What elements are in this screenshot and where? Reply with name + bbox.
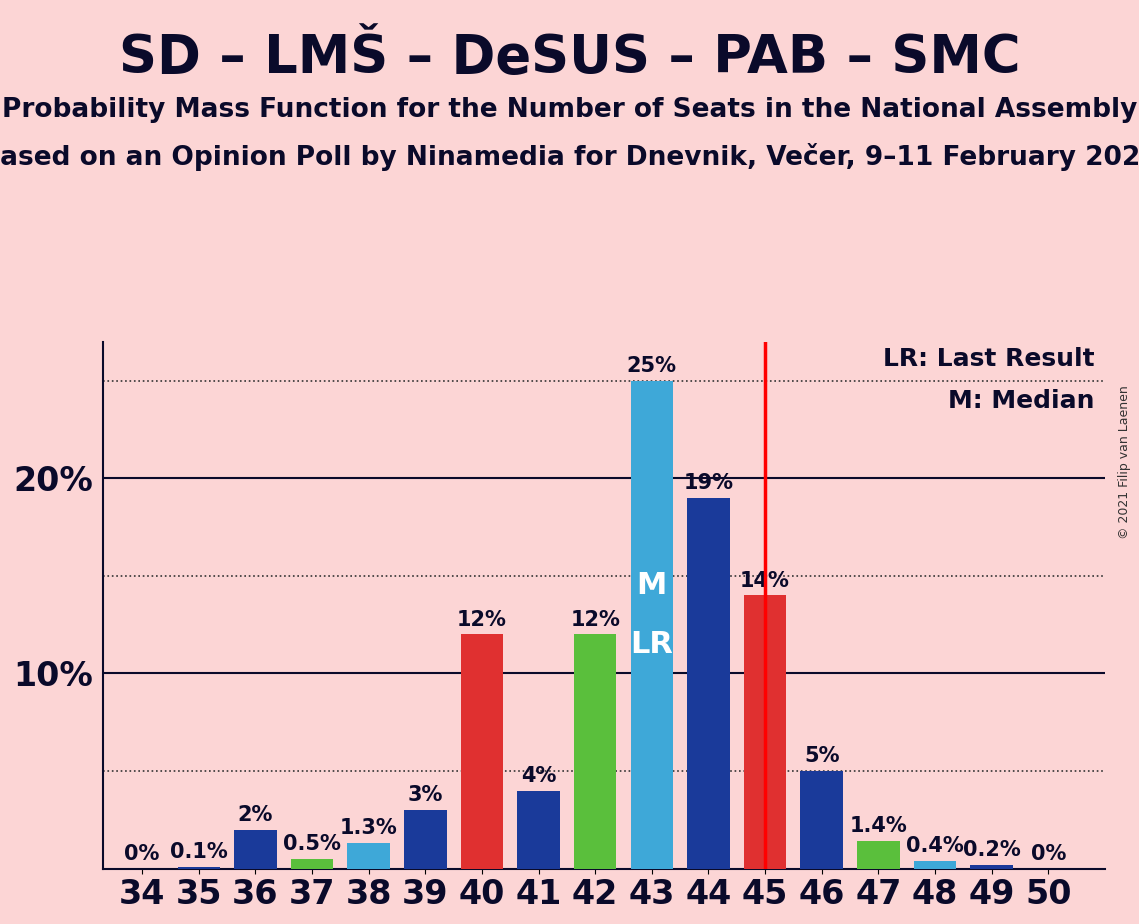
Text: 0.4%: 0.4% xyxy=(906,836,964,856)
Bar xyxy=(347,844,390,869)
Text: 0.5%: 0.5% xyxy=(284,834,341,854)
Text: 0%: 0% xyxy=(124,844,159,864)
Text: 14%: 14% xyxy=(740,571,790,590)
Bar xyxy=(178,867,220,869)
Bar xyxy=(801,771,843,869)
Bar xyxy=(744,595,786,869)
Text: 0%: 0% xyxy=(1031,844,1066,864)
Bar xyxy=(913,861,956,869)
Text: 19%: 19% xyxy=(683,473,734,493)
Text: LR: Last Result: LR: Last Result xyxy=(883,347,1095,371)
Bar xyxy=(687,498,730,869)
Text: 1.3%: 1.3% xyxy=(339,819,398,838)
Bar xyxy=(517,791,559,869)
Text: © 2021 Filip van Laenen: © 2021 Filip van Laenen xyxy=(1118,385,1131,539)
Text: Based on an Opinion Poll by Ninamedia for Dnevnik, Večer, 9–11 February 2021: Based on an Opinion Poll by Ninamedia fo… xyxy=(0,143,1139,171)
Text: 5%: 5% xyxy=(804,747,839,766)
Text: 0.1%: 0.1% xyxy=(170,842,228,862)
Text: 25%: 25% xyxy=(626,356,677,376)
Text: 12%: 12% xyxy=(571,610,620,629)
Bar xyxy=(235,830,277,869)
Text: 4%: 4% xyxy=(521,766,556,785)
Text: 12%: 12% xyxy=(457,610,507,629)
Text: 3%: 3% xyxy=(408,785,443,805)
Text: LR: LR xyxy=(630,630,673,659)
Text: SD – LMŠ – DeSUS – PAB – SMC: SD – LMŠ – DeSUS – PAB – SMC xyxy=(118,32,1021,84)
Bar xyxy=(631,381,673,869)
Bar xyxy=(857,841,900,869)
Text: 2%: 2% xyxy=(238,805,273,825)
Text: M: M xyxy=(637,571,667,601)
Text: 1.4%: 1.4% xyxy=(850,817,907,836)
Bar xyxy=(460,635,503,869)
Text: Probability Mass Function for the Number of Seats in the National Assembly: Probability Mass Function for the Number… xyxy=(2,97,1137,123)
Bar xyxy=(574,635,616,869)
Text: M: Median: M: Median xyxy=(949,389,1095,413)
Text: 0.2%: 0.2% xyxy=(962,840,1021,859)
Bar xyxy=(404,810,446,869)
Bar xyxy=(290,858,334,869)
Bar xyxy=(970,865,1013,869)
